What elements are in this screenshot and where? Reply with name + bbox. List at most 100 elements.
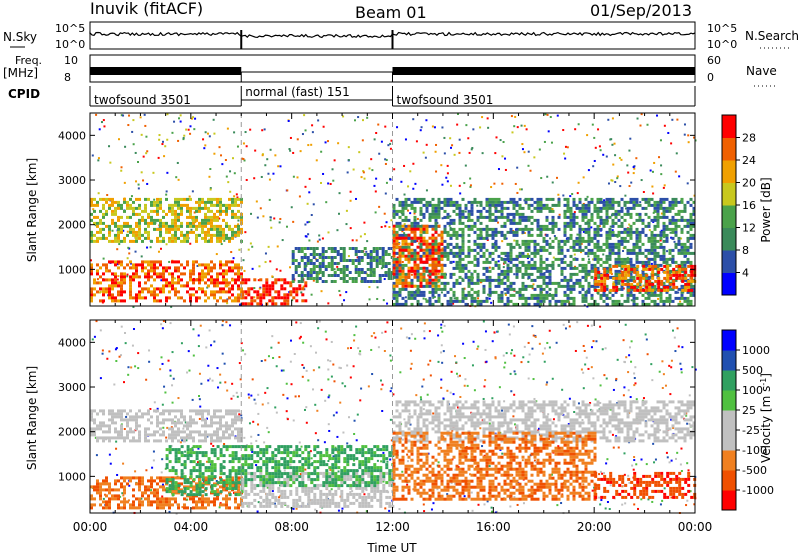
heatmap-cell xyxy=(620,239,624,243)
heatmap-cell xyxy=(563,254,567,258)
heatmap-cell xyxy=(527,233,531,237)
heatmap-cell xyxy=(482,266,486,270)
heatmap-cell xyxy=(626,296,630,300)
heatmap-cell xyxy=(533,200,537,204)
heatmap-cell xyxy=(664,384,667,387)
noise-right-tick-bottom: 10^0 xyxy=(707,38,737,51)
heatmap-cell xyxy=(617,251,621,255)
heatmap-cell xyxy=(245,145,248,148)
heatmap-cell xyxy=(247,248,250,251)
heatmap-cell xyxy=(479,245,483,249)
heatmap-cell xyxy=(431,236,435,240)
heatmap-cell xyxy=(689,218,693,222)
heatmap-cell xyxy=(250,212,253,215)
heatmap-cell xyxy=(137,183,140,186)
heatmap-cell xyxy=(677,287,681,291)
heatmap-cell xyxy=(440,233,444,237)
heatmap-cell xyxy=(440,302,444,306)
heatmap-cell xyxy=(584,296,588,300)
heatmap-cell xyxy=(380,225,383,228)
heatmap-cell xyxy=(171,206,174,210)
heatmap-cell xyxy=(650,293,654,297)
heatmap-cell xyxy=(635,302,639,306)
heatmap-cell xyxy=(557,251,561,255)
heatmap-cell xyxy=(635,463,638,466)
heatmap-cell xyxy=(652,220,655,223)
heatmap-cell xyxy=(122,462,125,465)
heatmap-cell xyxy=(129,197,132,201)
heatmap-cell xyxy=(304,185,307,188)
heatmap-cell xyxy=(680,269,684,273)
heatmap-cell xyxy=(463,287,466,290)
heatmap-cell xyxy=(516,166,519,169)
heatmap-cell xyxy=(680,237,683,240)
heatmap-cell xyxy=(458,251,462,255)
heatmap-cell xyxy=(395,209,399,213)
heatmap-cell xyxy=(476,251,480,255)
heatmap-cell xyxy=(502,266,505,269)
heatmap-cell xyxy=(653,218,657,222)
heatmap-cell xyxy=(410,333,413,336)
heatmap-cell xyxy=(222,275,225,279)
heatmap-cell xyxy=(330,262,334,265)
heatmap-cell xyxy=(132,266,135,270)
heatmap-cell xyxy=(638,230,642,234)
heatmap-cell xyxy=(692,221,696,225)
heatmap-cell xyxy=(362,171,365,174)
heatmap-cell xyxy=(617,248,621,252)
heatmap-cell xyxy=(329,360,332,363)
heatmap-cell xyxy=(437,293,441,297)
heatmap-cell xyxy=(135,197,138,201)
heatmap-cell xyxy=(494,242,498,246)
heatmap-cell xyxy=(301,299,305,303)
heatmap-cell xyxy=(174,212,177,216)
heatmap-cell xyxy=(395,275,399,279)
heatmap-cell xyxy=(509,212,513,216)
heatmap-cell xyxy=(117,218,120,222)
heatmap-cell xyxy=(171,131,174,134)
heatmap-cell xyxy=(126,273,129,276)
heatmap-cell xyxy=(548,221,552,225)
heatmap-cell xyxy=(527,245,531,249)
heatmap-cell xyxy=(647,302,651,306)
heatmap-cell xyxy=(144,209,147,213)
heatmap-cell xyxy=(260,175,263,178)
heatmap-cell xyxy=(605,302,609,306)
heatmap-cell xyxy=(384,158,387,161)
heatmap-cell xyxy=(577,402,580,405)
heatmap-cell xyxy=(195,218,198,222)
heatmap-cell xyxy=(566,209,570,213)
heatmap-cell xyxy=(114,278,117,282)
heatmap-cell xyxy=(108,230,111,234)
heatmap-cell xyxy=(174,287,177,291)
heatmap-cell xyxy=(653,206,657,210)
heatmap-cell xyxy=(359,235,362,238)
heatmap-cell xyxy=(476,281,480,285)
heatmap-cell xyxy=(512,215,516,219)
heatmap-cell xyxy=(539,227,543,231)
heatmap-cell xyxy=(404,287,408,291)
heatmap-cell xyxy=(431,269,435,273)
heatmap-cell xyxy=(669,282,673,286)
heatmap-cell xyxy=(111,239,114,243)
heatmap-cell xyxy=(632,299,636,303)
heatmap-cell xyxy=(671,215,675,219)
heatmap-cell xyxy=(171,384,174,387)
heatmap-cell xyxy=(162,221,165,225)
heatmap-cell xyxy=(395,239,399,243)
heatmap-cell xyxy=(479,254,483,258)
heatmap-cell xyxy=(256,293,260,297)
heatmap-cell xyxy=(503,215,507,219)
heatmap-cell xyxy=(476,293,480,297)
heatmap-cell xyxy=(689,242,693,246)
heatmap-cell xyxy=(233,195,236,198)
heatmap-cell xyxy=(404,200,408,204)
heatmap-cell xyxy=(389,458,392,461)
heatmap-cell xyxy=(656,239,660,243)
heatmap-cell xyxy=(506,302,510,306)
heatmap-cell xyxy=(672,273,676,277)
heatmap-cell xyxy=(563,152,566,155)
heatmap-cell xyxy=(395,221,399,225)
heatmap-cell xyxy=(661,386,664,389)
heatmap-cell xyxy=(216,224,219,228)
